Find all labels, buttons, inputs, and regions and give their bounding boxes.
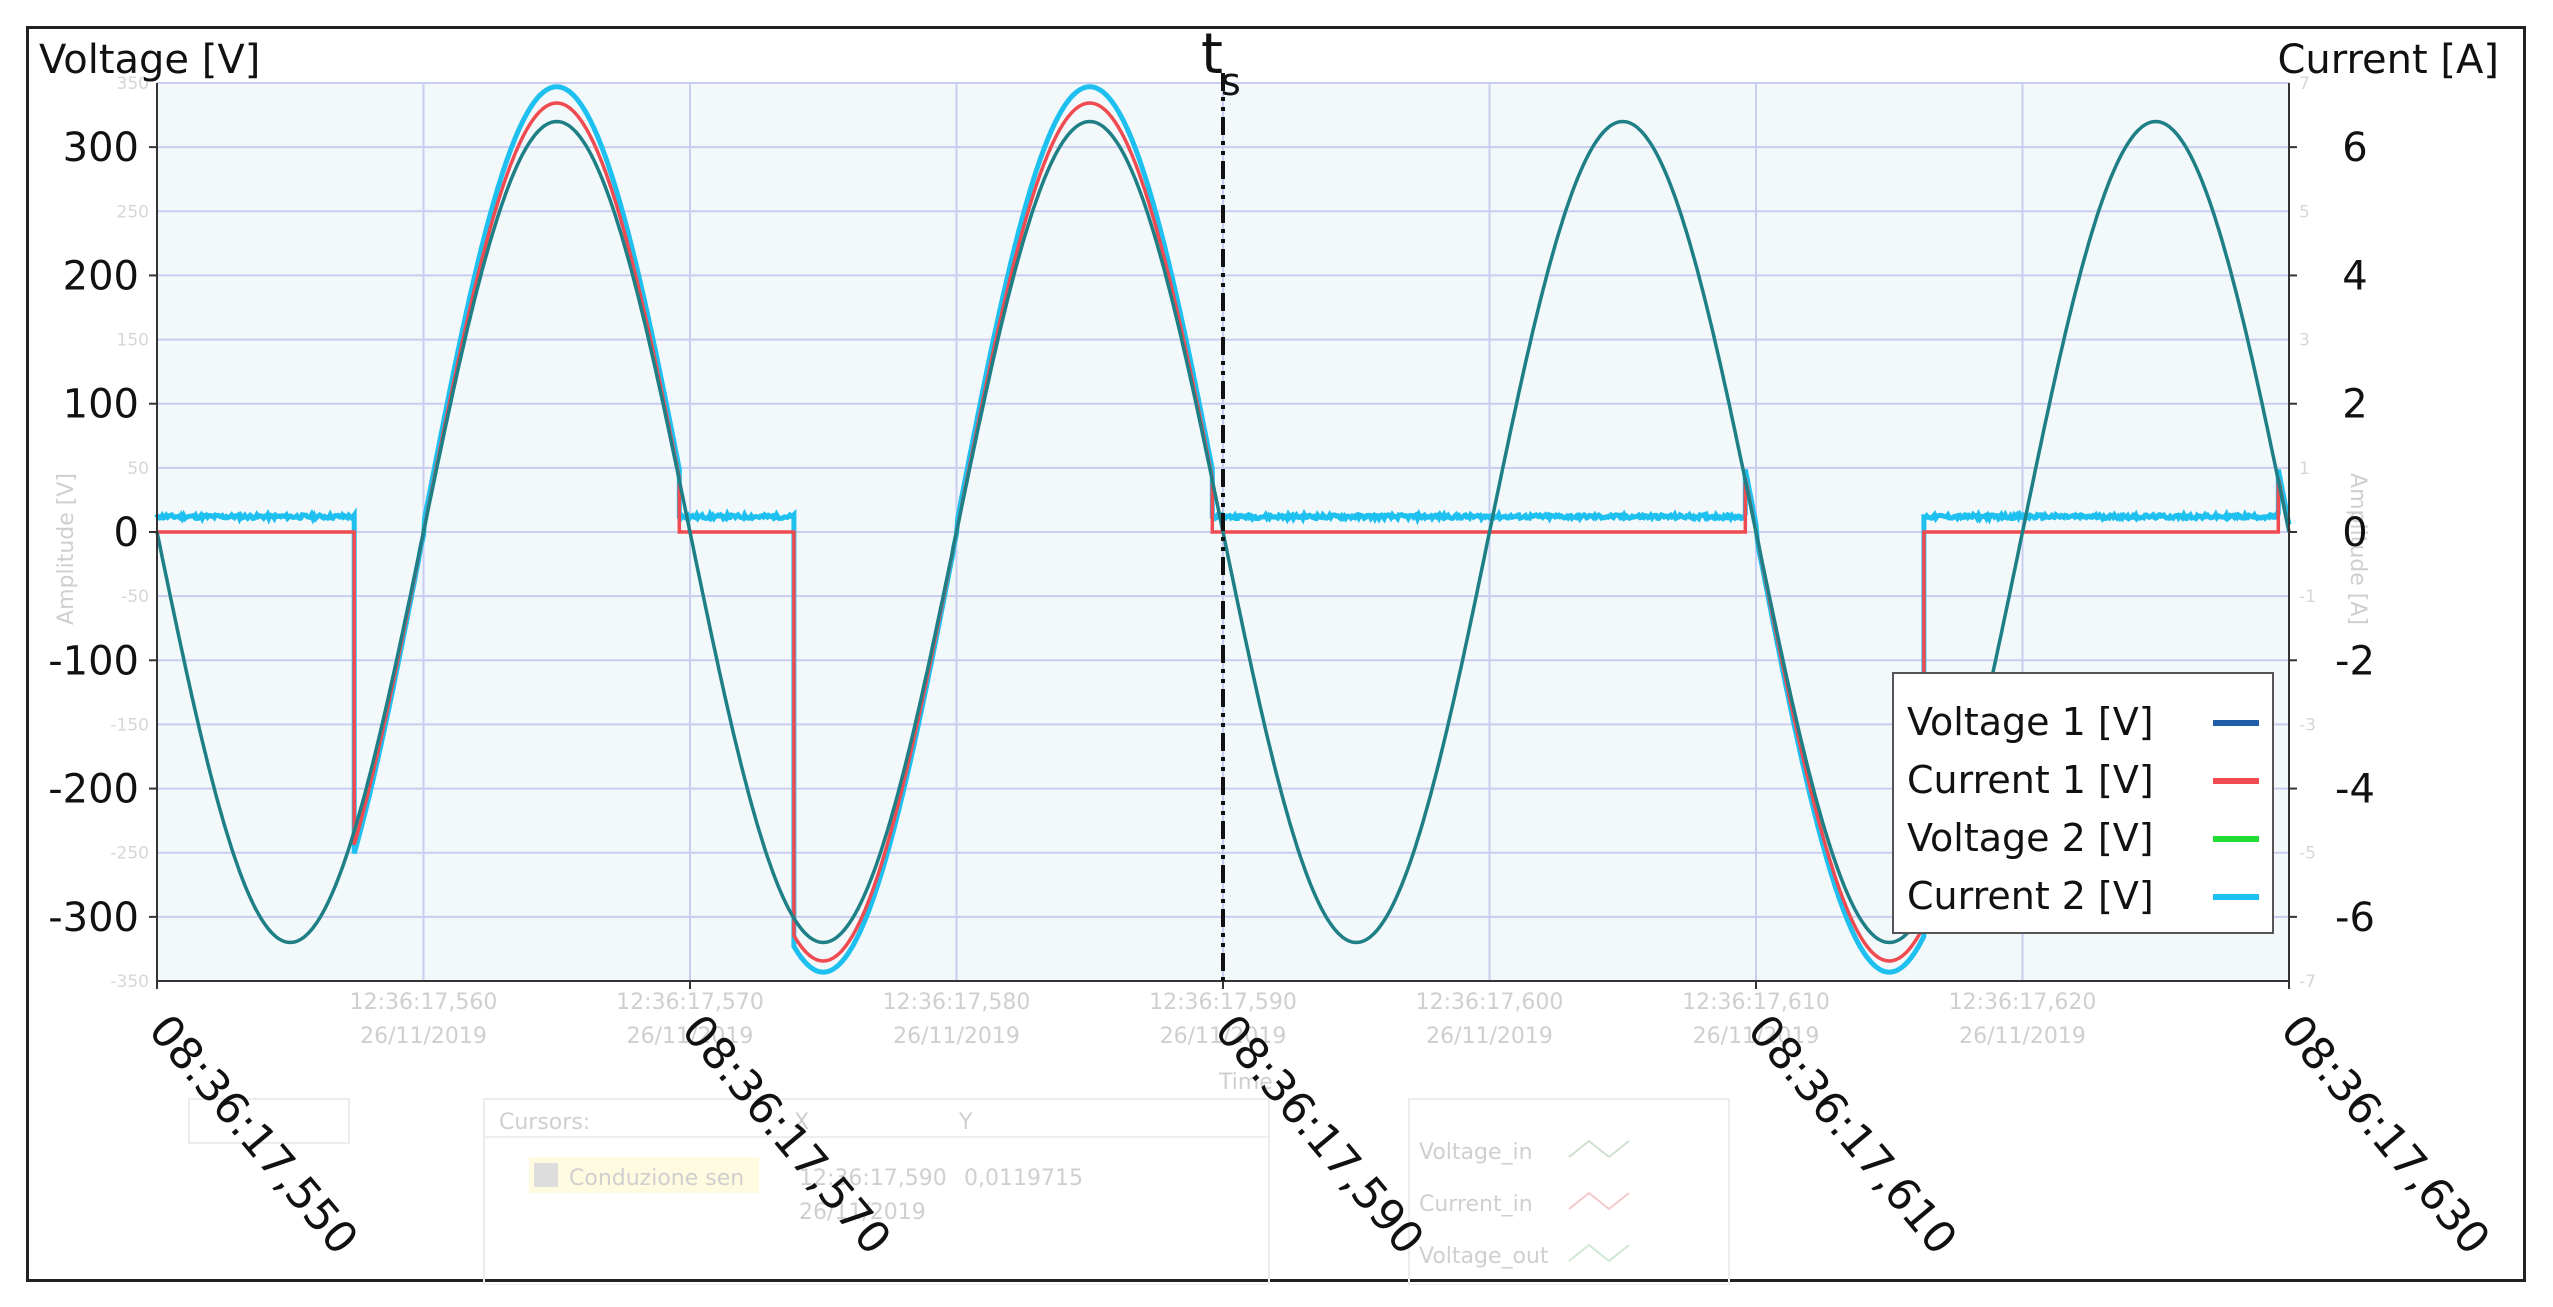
ghost-cursor-name: Conduzione sen bbox=[569, 1166, 744, 1191]
ghost-cursor-date: 26/11/2019 bbox=[799, 1200, 926, 1225]
ts-marker: ts bbox=[1201, 29, 1241, 981]
legend-entry-label: Voltage 1 [V] bbox=[1907, 700, 2154, 744]
x-ghost-tick-label: 12:36:17,580 bbox=[883, 990, 1031, 1015]
figure-frame: Cursors: X Y Conduzione sen 12:36:17,590 0,01… bbox=[26, 26, 2526, 1285]
x-ghost-date-label: 26/11/2019 bbox=[1160, 1024, 1287, 1049]
ghost-legend-item: Voltage_out bbox=[1419, 1244, 1549, 1269]
y-left-tick-label: 300 bbox=[63, 125, 139, 171]
x-ghost-date-label: 26/11/2019 bbox=[1426, 1024, 1553, 1049]
x-ghost-date-label: 26/11/2019 bbox=[627, 1024, 754, 1049]
y-left-minor-tick-label: 150 bbox=[117, 331, 149, 351]
y-right-tick-label: 4 bbox=[2342, 253, 2367, 299]
y-right-minor-tick-label: 3 bbox=[2299, 331, 2310, 351]
y-left-minor-tick-label: 250 bbox=[117, 202, 149, 222]
ghost-cursor-y: 0,0119715 bbox=[964, 1166, 1083, 1191]
ghost-cursor-row bbox=[529, 1157, 759, 1193]
x-ghost-tick-label: 12:36:17,610 bbox=[1682, 990, 1830, 1015]
y-right-tick-label: -2 bbox=[2335, 638, 2375, 684]
y-right-tick-label: 6 bbox=[2342, 125, 2367, 171]
ts-marker-label: t bbox=[1201, 29, 1223, 87]
ghost-axis-amp-right: Amplitude [A] bbox=[2345, 473, 2370, 625]
y-right-tick-label: -4 bbox=[2335, 767, 2375, 813]
ghost-cursor-panel bbox=[483, 1098, 1270, 1285]
voltage-current-chart: Cursors: X Y Conduzione sen 12:36:17,590 0,01… bbox=[39, 29, 2500, 1285]
x-ghost-tick-label: 12:36:17,600 bbox=[1416, 990, 1564, 1015]
ghost-col-x: X bbox=[794, 1110, 809, 1135]
y-left-minor-tick-label: -350 bbox=[110, 972, 149, 992]
legend-box bbox=[1892, 672, 2274, 934]
y-left-minor-tick-label: -150 bbox=[110, 715, 149, 735]
x-tick-label: 08:36:17,570 bbox=[672, 1005, 901, 1264]
y-left-tick-label: 0 bbox=[114, 510, 139, 556]
x-ghost-date-label: 26/11/2019 bbox=[1693, 1024, 1820, 1049]
y-left-minor-tick-label: -50 bbox=[121, 587, 149, 607]
ghost-axis-amp-left: Amplitude [V] bbox=[54, 473, 79, 625]
y-left-tick-label: 200 bbox=[63, 253, 139, 299]
x-tick-label: 08:36:17,610 bbox=[1738, 1005, 1967, 1264]
ghost-cursor-x: 12:36:17,590 bbox=[799, 1166, 947, 1191]
y-right-tick-label: -6 bbox=[2335, 895, 2375, 941]
x-ghost-tick-label: 12:36:17,560 bbox=[350, 990, 498, 1015]
ghost-legend-swatch bbox=[1568, 1191, 1630, 1211]
y-right-minor-tick-label: 5 bbox=[2299, 202, 2310, 222]
legend: Voltage 1 [V] Current 1 [V] Voltage 2 [V] C… bbox=[1892, 672, 2274, 934]
background-ui-ghost: Cursors: X Y Conduzione sen 12:36:17,590 0,01… bbox=[54, 473, 2370, 1285]
x-tick-label: 08:36:17,590 bbox=[1205, 1005, 1434, 1264]
y-left-tick-label: -100 bbox=[48, 638, 139, 684]
y-left-tick-label: 100 bbox=[63, 382, 139, 428]
y-right-minor-tick-label: -1 bbox=[2299, 587, 2316, 607]
legend-entry-label: Current 2 [V] bbox=[1907, 874, 2154, 918]
y-left-minor-tick-label: 350 bbox=[117, 74, 149, 94]
y-left-title: Voltage [V] bbox=[39, 37, 260, 83]
y-left-tick-label: -300 bbox=[48, 895, 139, 941]
ts-marker-subscript: s bbox=[1221, 60, 1241, 104]
legend-entry-label: Current 1 [V] bbox=[1907, 758, 2154, 802]
x-ghost-tick-label: 12:36:17,620 bbox=[1949, 990, 2097, 1015]
x-ghost-date-label: 26/11/2019 bbox=[893, 1024, 1020, 1049]
y-right-minor-tick-label: -3 bbox=[2299, 715, 2316, 735]
ghost-cursor-swatch bbox=[534, 1163, 558, 1187]
x-ghost-tick-label: 12:36:17,590 bbox=[1149, 990, 1297, 1015]
y-right-minor-tick-label: 1 bbox=[2299, 459, 2310, 479]
y-right-title: Current [A] bbox=[2277, 37, 2499, 83]
y-right-tick-label: 2 bbox=[2342, 382, 2367, 428]
x-ghost-date-label: 26/11/2019 bbox=[360, 1024, 487, 1049]
x-ghost-date-label: 26/11/2019 bbox=[1959, 1024, 2086, 1049]
ghost-legend-swatch bbox=[1568, 1139, 1630, 1159]
y-right-minor-tick-label: 7 bbox=[2299, 74, 2310, 94]
y-left-tick-label: -200 bbox=[48, 767, 139, 813]
ghost-legend-panel bbox=[1408, 1098, 1730, 1285]
x-ghost-tick-label: 12:36:17,570 bbox=[616, 990, 764, 1015]
ghost-toolbar bbox=[188, 1098, 350, 1144]
ghost-cursors-label: Cursors: bbox=[499, 1110, 590, 1135]
x-tick-label: 08:36:17,550 bbox=[139, 1005, 368, 1264]
x-tick-label: 08:36:17,630 bbox=[2271, 1005, 2500, 1264]
y-right-tick-label: 0 bbox=[2342, 510, 2367, 556]
y-left-minor-tick-label: -250 bbox=[110, 844, 149, 864]
legend-entry-label: Voltage 2 [V] bbox=[1907, 816, 2154, 860]
ghost-legend-item: Current_in bbox=[1419, 1192, 1533, 1217]
y-right-minor-tick-label: -7 bbox=[2299, 972, 2316, 992]
y-left-minor-tick-label: 50 bbox=[127, 459, 149, 479]
y-right-minor-tick-label: -5 bbox=[2299, 844, 2316, 864]
ghost-legend-swatch bbox=[1568, 1243, 1630, 1263]
ghost-legend-item: Voltage_in bbox=[1419, 1140, 1533, 1165]
ghost-axis-time: Time bbox=[1218, 1070, 1273, 1095]
ghost-col-y: Y bbox=[958, 1110, 973, 1135]
